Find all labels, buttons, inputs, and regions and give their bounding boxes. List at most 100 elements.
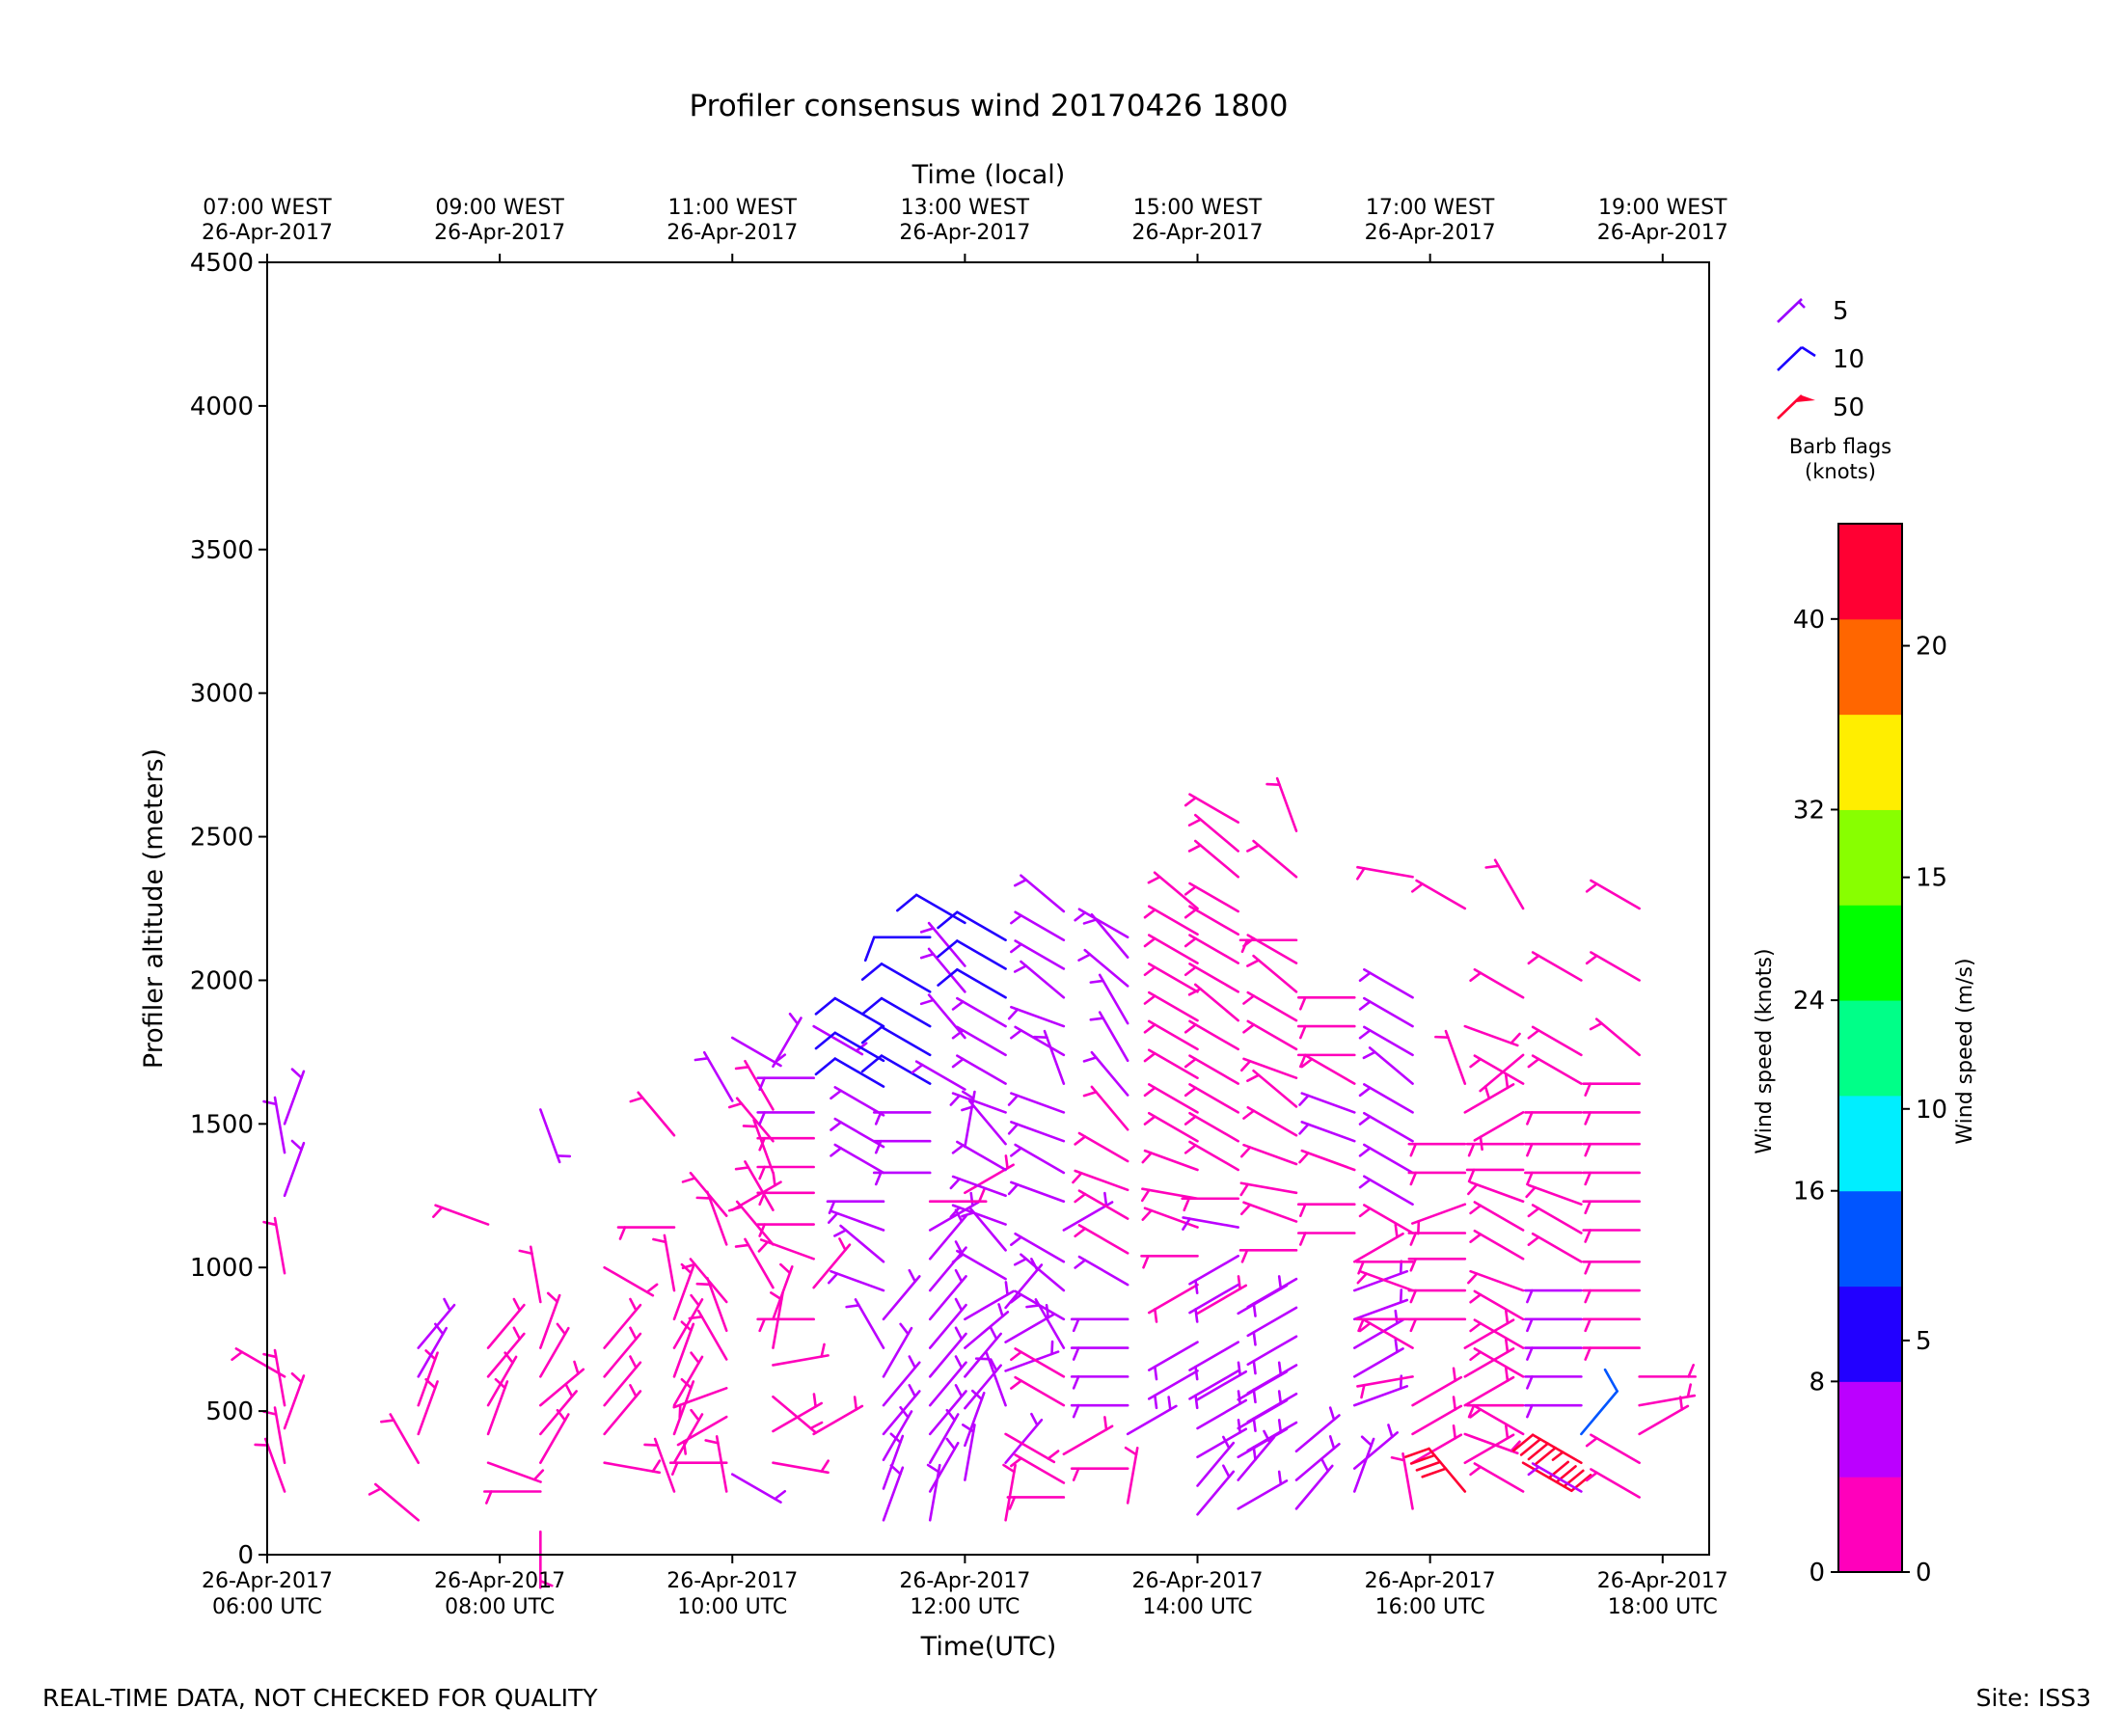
wind-barb — [1585, 1433, 1641, 1465]
wind-barb — [937, 968, 1007, 999]
wind-barb — [1196, 1361, 1248, 1401]
wind-barb — [1124, 1446, 1139, 1505]
wind-barb — [695, 1190, 728, 1246]
barb-half-feather — [1452, 1396, 1457, 1411]
wind-barb — [1074, 908, 1129, 939]
top-tick-date: 26-Apr-2017 — [1597, 221, 1728, 245]
legend-label: 10 — [1833, 345, 1864, 374]
wind-barb — [1140, 1255, 1199, 1269]
barb-full-feather — [937, 939, 959, 959]
barb-shaft — [1004, 1350, 1060, 1372]
barb-half-feather — [1551, 1451, 1564, 1461]
barb-half-feather — [1013, 1257, 1028, 1266]
colorbar-frame — [1837, 523, 1903, 1573]
wind-barb — [1013, 1253, 1066, 1292]
wind-barb — [1358, 968, 1414, 999]
wind-barb — [1524, 1288, 1583, 1304]
barb-shaft — [1147, 905, 1199, 936]
wind-barb — [1183, 905, 1240, 936]
wind-barb — [1479, 1053, 1525, 1100]
barb-shaft — [1363, 1204, 1414, 1234]
barb-half-feather — [734, 1065, 750, 1071]
wind-barb — [974, 1351, 1007, 1407]
wind-barb — [1237, 1470, 1289, 1510]
barb-half-feather — [1194, 1308, 1199, 1323]
barb-shaft — [1147, 1048, 1199, 1079]
barb-shaft — [1090, 912, 1129, 959]
wind-barb — [860, 996, 932, 1028]
barb-legend: 5 10 50 Barb flags(knots) — [1777, 297, 1891, 483]
barb-half-feather — [262, 1410, 278, 1416]
barb-shaft — [833, 996, 885, 1028]
wind-barb — [1246, 954, 1298, 993]
barb-full-feather — [860, 1025, 884, 1044]
barb-shaft — [1246, 1019, 1298, 1051]
top-tick-time: 07:00 WEST — [203, 196, 332, 220]
barb-shaft — [1638, 1394, 1697, 1407]
barb-shaft — [928, 1390, 967, 1436]
barb-half-feather — [758, 1111, 766, 1126]
barb-shaft — [772, 1395, 818, 1434]
barb-shaft — [1463, 1024, 1519, 1047]
wind-barb — [1524, 1317, 1583, 1333]
barb-shaft — [1090, 1085, 1129, 1131]
wind-barb — [1074, 1224, 1129, 1255]
barb-full-feather — [1519, 1437, 1542, 1456]
barb-half-feather — [974, 1357, 991, 1361]
colorbar-swatch — [1838, 1477, 1902, 1573]
barb-half-feather — [1298, 1094, 1310, 1106]
barb-shaft — [812, 1024, 864, 1056]
barb-half-feather — [1010, 1029, 1022, 1040]
wind-barb — [734, 1059, 775, 1111]
barb-half-feather — [1246, 1073, 1261, 1082]
wind-barb — [603, 1297, 642, 1349]
barb-half-feather — [772, 1171, 776, 1187]
barb-full-feather — [814, 1057, 837, 1076]
wind-barb — [949, 1204, 1007, 1226]
wind-barb — [672, 1386, 728, 1420]
barb-half-feather — [820, 1459, 830, 1473]
wind-barb — [1356, 1269, 1414, 1292]
barb-shaft — [1014, 939, 1066, 970]
barb-half-feather — [1154, 1394, 1158, 1410]
colorbar-label-ms: Wind speed (m/s) — [1953, 958, 1977, 1144]
barb-shaft — [1415, 879, 1467, 910]
barb-half-feather — [1025, 1304, 1041, 1309]
barb-shaft — [637, 1091, 676, 1137]
wind-barb — [1469, 1229, 1525, 1261]
barb-shaft — [772, 1017, 803, 1069]
barb-half-feather — [290, 1139, 303, 1152]
barb-half-feather — [690, 1293, 700, 1307]
barb-shaft — [1074, 1169, 1129, 1192]
wind-barb — [1183, 1083, 1240, 1114]
barb-shaft — [1188, 1283, 1240, 1315]
barb-half-feather — [645, 1283, 659, 1294]
barb-half-feather — [1089, 1017, 1104, 1021]
wind-barb — [860, 1025, 932, 1057]
legend-label: 50 — [1833, 393, 1864, 422]
wind-barb — [1355, 1317, 1414, 1333]
barb-shaft — [1188, 1255, 1240, 1286]
barb-half-feather — [908, 1268, 917, 1284]
barb-shaft — [1473, 1318, 1525, 1349]
barb-shaft — [1469, 1180, 1525, 1204]
top-tick-date: 26-Apr-2017 — [1132, 221, 1264, 245]
wind-barbs — [231, 776, 1697, 1589]
wind-barb — [1407, 1288, 1467, 1304]
wind-barb — [1183, 1140, 1240, 1172]
wind-barb — [1196, 1390, 1248, 1430]
wind-barb — [539, 1530, 554, 1589]
barb-shaft — [1469, 1269, 1525, 1292]
barb-half-feather — [1360, 1383, 1366, 1399]
barb-shaft — [1352, 1385, 1409, 1407]
wind-barb — [1473, 1111, 1525, 1152]
barb-half-feather — [695, 1196, 712, 1200]
barb-full-feather — [896, 893, 918, 912]
wind-barb — [727, 1200, 775, 1246]
barb-half-feather — [681, 1262, 696, 1270]
wind-barb — [1238, 938, 1298, 954]
barb-shaft — [1242, 1057, 1298, 1079]
barb-half-feather — [951, 1057, 965, 1069]
barb-shaft — [486, 1355, 518, 1407]
wind-barb — [1296, 1203, 1356, 1218]
